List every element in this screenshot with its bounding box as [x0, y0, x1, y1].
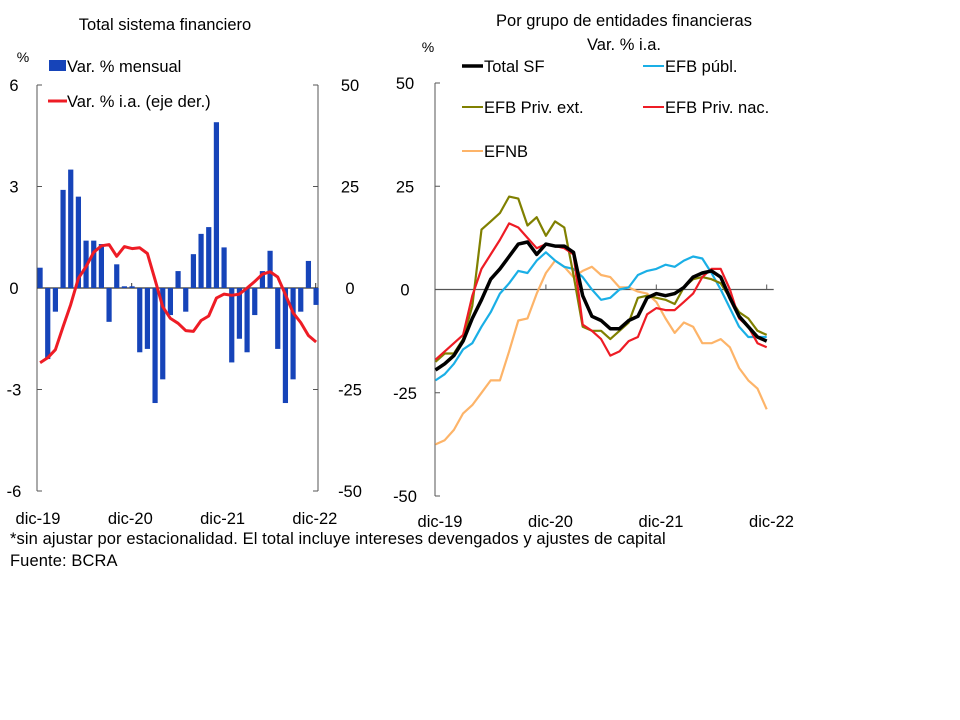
- bar-monthly-ene-22: [229, 288, 235, 363]
- right-y-unit-label: %: [422, 39, 434, 55]
- footnote: *sin ajustar por estacionalidad. El tota…: [10, 530, 666, 548]
- line-total-sf: [434, 240, 768, 372]
- right-y-tick-label: -50: [338, 483, 362, 501]
- bar-monthly-sep-20: [106, 288, 112, 322]
- left-chart-title: Total sistema financiero: [79, 16, 251, 34]
- bar-monthly-abr-22: [252, 288, 258, 316]
- legend-label-1: EFB públ.: [665, 58, 737, 76]
- x-tick-label: dic-20: [108, 510, 153, 528]
- bar-monthly-mar-22: [244, 288, 250, 353]
- right-chart-title: Por grupo de entidades financieras: [496, 12, 752, 30]
- y-tick-label: 0: [400, 282, 409, 300]
- left-y-tick-label: -3: [7, 382, 22, 400]
- right-y-tick-label: 25: [341, 179, 359, 197]
- right-legend: Total SF EFB públ. EFB Priv. ext. EFB Priv.…: [462, 58, 769, 161]
- y-tick-label: -50: [393, 488, 417, 506]
- left-y-unit-label: %: [17, 49, 29, 65]
- x-tick-label: dic-20: [528, 513, 573, 531]
- bar-monthly-jul-21: [183, 288, 189, 312]
- bar-monthly-oct-21: [206, 227, 212, 288]
- legend-label-2: EFB Priv. ext.: [484, 99, 584, 117]
- bar-monthly-ago-22: [282, 288, 289, 404]
- legend-label-monthly: Var. % mensual: [67, 58, 181, 76]
- x-tick-label: dic-22: [749, 513, 794, 531]
- bar-monthly-feb-20: [52, 288, 59, 312]
- y-tick-label: 25: [396, 178, 414, 196]
- bar-monthly-jul-22: [275, 288, 281, 349]
- bar-monthly-sep-21: [198, 233, 204, 288]
- legend-label-3: EFB Priv. nac.: [665, 99, 769, 117]
- left-y-tick-label: 0: [9, 280, 18, 298]
- right-y-tick-label: 50: [341, 77, 359, 95]
- bar-monthly-may-20: [75, 196, 82, 288]
- bar-monthly-may-22: [259, 271, 266, 288]
- x-tick-label: dic-19: [16, 510, 61, 528]
- left-y-tick-label: 6: [9, 77, 18, 95]
- bar-monthly-oct-22: [298, 288, 304, 312]
- x-tick-label: dic-19: [418, 513, 463, 531]
- line-efb-priv-ext-: [434, 195, 768, 363]
- bar-monthly-jun-22: [267, 250, 273, 288]
- bar-monthly-dic-19: [37, 267, 43, 288]
- bar-monthly-ago-20: [98, 244, 105, 288]
- y-tick-label: 50: [396, 75, 414, 93]
- legend-label-0: Total SF: [484, 58, 545, 76]
- line-yoy: [39, 243, 318, 364]
- bar-monthly-nov-20: [121, 286, 128, 288]
- bar-monthly-nov-21: [213, 122, 220, 288]
- line-efb-p-bl-: [434, 251, 767, 382]
- bar-monthly-dic-20: [129, 286, 135, 288]
- legend-label-4: EFNB: [484, 143, 528, 161]
- legend-label-yoy: Var. % i.a. (eje der.): [67, 93, 211, 111]
- bar-monthly-mar-20: [60, 189, 66, 288]
- legend-swatch-bar: [49, 60, 66, 71]
- x-tick-label: dic-21: [639, 513, 684, 531]
- line-efnb: [435, 259, 768, 446]
- bar-monthly-jul-20: [91, 240, 97, 288]
- right-y-tick-label: 0: [345, 280, 354, 298]
- right-chart-subtitle: Var. % i.a.: [587, 36, 661, 54]
- left-y-tick-label: 3: [9, 179, 18, 197]
- bar-monthly-dic-21: [221, 247, 227, 288]
- bar-monthly-ago-21: [190, 254, 197, 288]
- bar-monthly-ene-21: [137, 288, 143, 353]
- left-y-tick-label: -6: [7, 483, 22, 501]
- left-legend: Var. % mensual Var. % i.a. (eje der.): [48, 58, 211, 111]
- bar-monthly-may-21: [167, 288, 174, 316]
- source-note: Fuente: BCRA: [10, 552, 118, 570]
- x-tick-label: dic-21: [200, 510, 245, 528]
- bar-monthly-abr-21: [160, 288, 166, 380]
- bar-monthly-nov-22: [305, 260, 312, 288]
- bar-monthly-abr-20: [68, 169, 74, 288]
- y-tick-label: -25: [393, 385, 417, 403]
- right-chart: Por grupo de entidades financieras Var. …: [393, 12, 794, 531]
- bar-monthly-ene-20: [45, 288, 51, 360]
- bar-monthly-jun-21: [175, 271, 181, 288]
- left-chart: Total sistema financiero % Var. % mensua…: [7, 16, 362, 528]
- line-efb-priv-nac-: [434, 222, 768, 361]
- bar-monthly-feb-21: [144, 288, 151, 349]
- x-tick-label: dic-22: [292, 510, 337, 528]
- bar-monthly-mar-21: [152, 288, 158, 404]
- right-y-tick-label: -25: [338, 382, 362, 400]
- bar-monthly-oct-20: [114, 264, 120, 288]
- bar-monthly-dic-22: [313, 288, 319, 305]
- bar-monthly-feb-22: [236, 288, 243, 339]
- bar-monthly-sep-22: [290, 288, 296, 380]
